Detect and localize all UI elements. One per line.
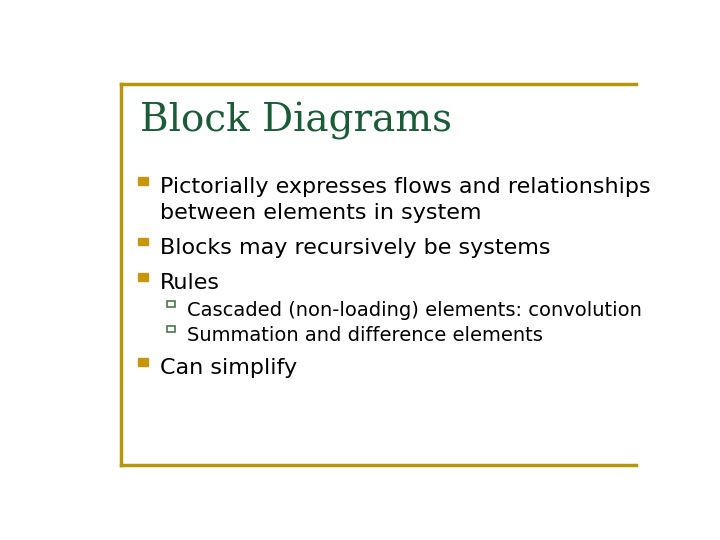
FancyBboxPatch shape [138,359,148,366]
Text: Pictorially expresses flows and relationships
between elements in system: Pictorially expresses flows and relation… [160,178,650,223]
FancyBboxPatch shape [167,301,174,307]
FancyBboxPatch shape [138,273,148,281]
FancyBboxPatch shape [167,326,174,332]
Text: Block Diagrams: Block Diagrams [140,102,452,140]
FancyBboxPatch shape [138,178,148,185]
Text: Can simplify: Can simplify [160,359,297,379]
FancyBboxPatch shape [138,238,148,245]
Text: Summation and difference elements: Summation and difference elements [186,326,542,345]
Text: Cascaded (non-loading) elements: convolution: Cascaded (non-loading) elements: convolu… [186,301,642,320]
Text: Blocks may recursively be systems: Blocks may recursively be systems [160,238,550,258]
Text: Rules: Rules [160,273,220,293]
